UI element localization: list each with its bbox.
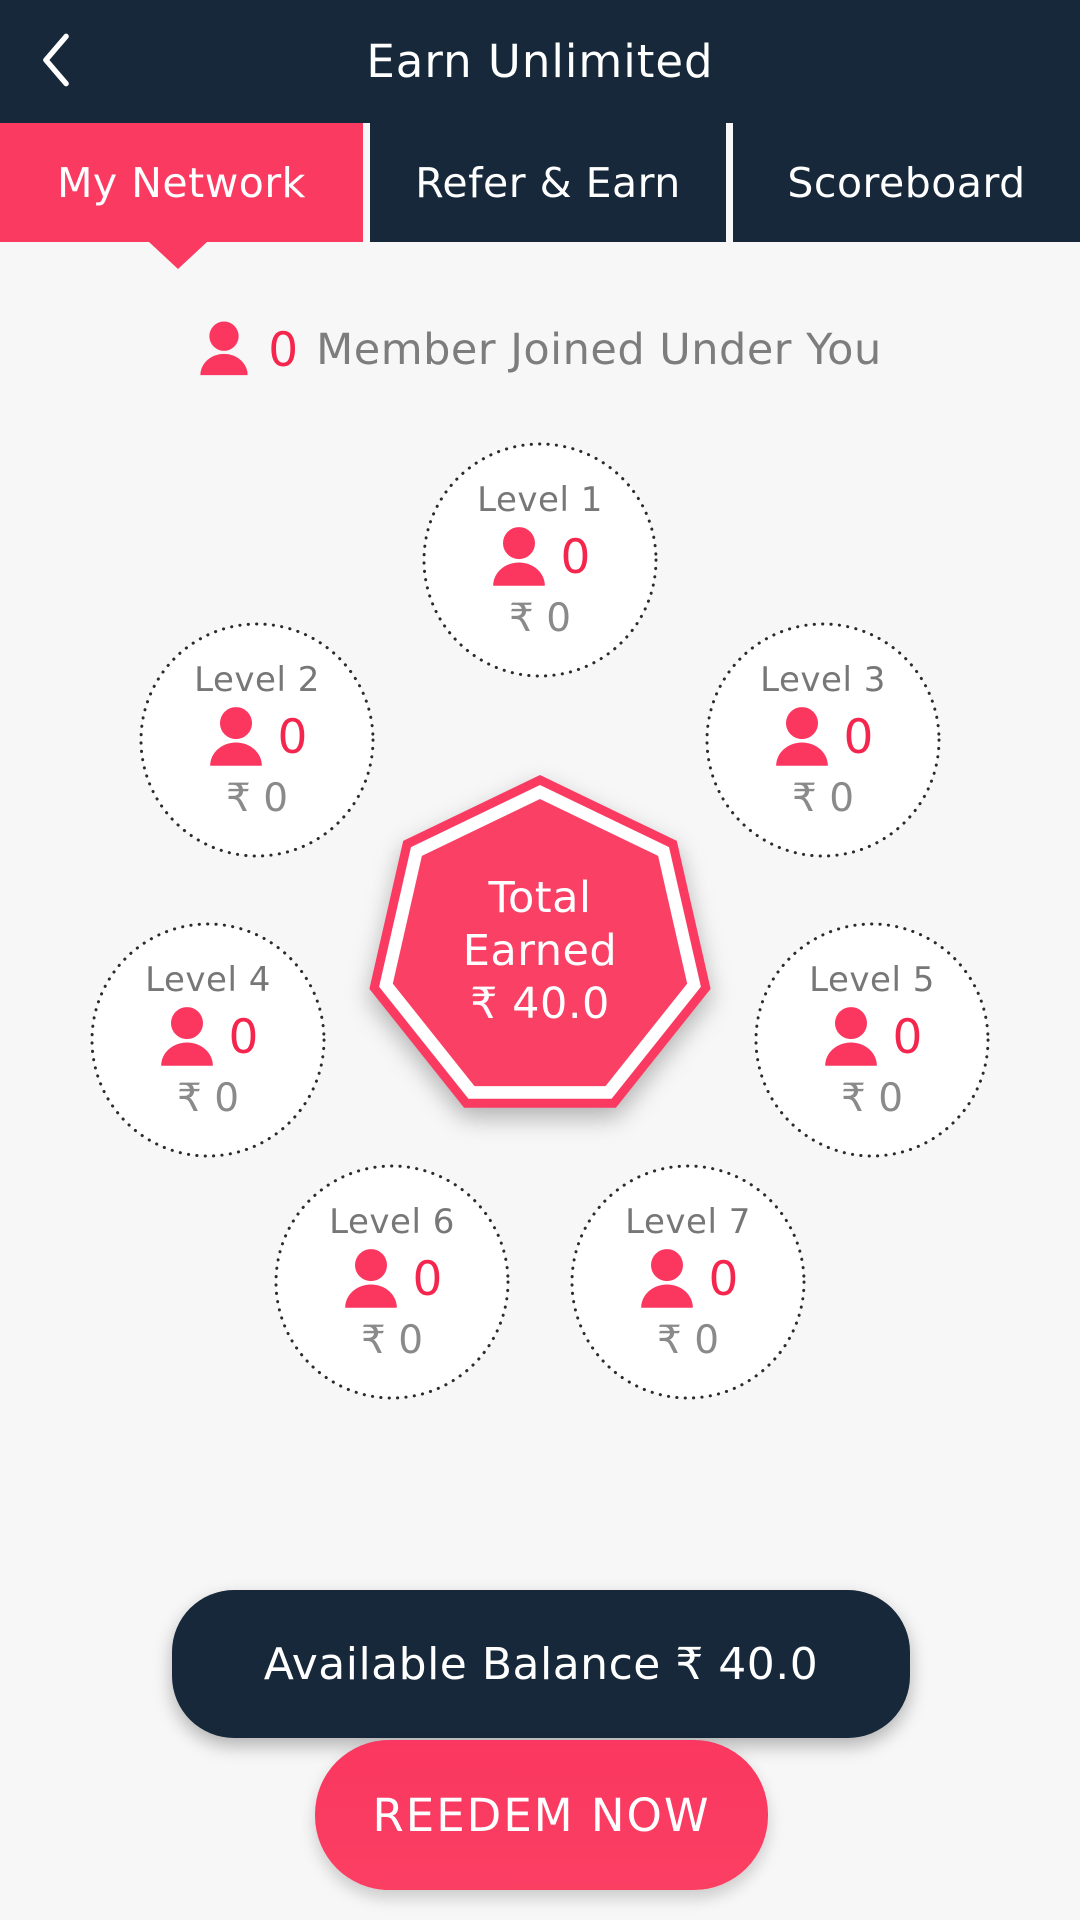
level-count: 0 xyxy=(708,1252,739,1307)
tab-my-network[interactable]: My Network xyxy=(0,123,363,242)
dotted-ring xyxy=(705,622,941,858)
level-count: 0 xyxy=(843,710,874,765)
dotted-ring xyxy=(274,1164,510,1400)
level-count: 0 xyxy=(892,1010,923,1065)
page-title: Earn Unlimited xyxy=(366,35,714,88)
level-amount: ₹ 0 xyxy=(840,1075,904,1121)
person-icon xyxy=(822,1005,880,1071)
level-circle-1: Level 1 0 ₹ 0 xyxy=(420,440,660,680)
total-earned-text: Total Earned ₹ 40.0 xyxy=(390,872,690,1031)
available-balance-pill: Available Balance ₹ 40.0 xyxy=(172,1590,910,1738)
person-icon xyxy=(207,705,265,771)
level-circle-2: Level 2 0 ₹ 0 xyxy=(137,620,377,860)
dotted-ring xyxy=(570,1164,806,1400)
total-earned-heptagon xyxy=(369,775,711,1108)
person-icon xyxy=(638,1247,696,1313)
level-amount: ₹ 0 xyxy=(176,1075,240,1121)
available-balance-label: Available Balance ₹ 40.0 xyxy=(263,1638,819,1690)
tab-label: My Network xyxy=(57,158,306,207)
level-circle-3: Level 3 0 ₹ 0 xyxy=(703,620,943,860)
dotted-ring xyxy=(754,922,990,1158)
app-header: Earn Unlimited xyxy=(0,0,1080,123)
level-label: Level 6 xyxy=(329,1201,455,1242)
level-label: Level 2 xyxy=(194,659,320,700)
level-circle-4: Level 4 0 ₹ 0 xyxy=(88,920,328,1160)
tab-label: Scoreboard xyxy=(787,158,1026,207)
person-icon xyxy=(198,319,250,381)
level-label: Level 7 xyxy=(625,1201,751,1242)
level-label: Level 5 xyxy=(809,959,935,1000)
redeem-now-button[interactable]: REEDEM NOW xyxy=(315,1740,768,1890)
level-amount: ₹ 0 xyxy=(508,595,572,641)
level-amount: ₹ 0 xyxy=(656,1317,720,1363)
level-amount: ₹ 0 xyxy=(360,1317,424,1363)
back-button[interactable] xyxy=(26,27,86,97)
person-icon xyxy=(773,705,831,771)
dotted-ring xyxy=(90,922,326,1158)
level-amount: ₹ 0 xyxy=(225,775,289,821)
tab-scoreboard[interactable]: Scoreboard xyxy=(733,123,1080,242)
total-earned-line2: Earned xyxy=(462,926,618,976)
tab-label: Refer & Earn xyxy=(415,158,681,207)
total-earned-amount: ₹ 40.0 xyxy=(470,979,610,1029)
level-count: 0 xyxy=(412,1252,443,1307)
dotted-ring xyxy=(139,622,375,858)
redeem-now-label: REEDEM NOW xyxy=(372,1788,711,1842)
person-icon xyxy=(342,1247,400,1313)
level-label: Level 4 xyxy=(145,959,271,1000)
members-label: Member Joined Under You xyxy=(316,325,882,375)
chevron-left-icon xyxy=(39,33,73,91)
level-label: Level 1 xyxy=(477,479,603,520)
level-count: 0 xyxy=(277,710,308,765)
tab-bar: My Network Refer & Earn Scoreboard xyxy=(0,123,1080,242)
level-circle-7: Level 7 0 ₹ 0 xyxy=(568,1162,808,1402)
person-icon xyxy=(490,525,548,591)
level-label: Level 3 xyxy=(760,659,886,700)
level-count: 0 xyxy=(560,530,591,585)
tab-refer-earn[interactable]: Refer & Earn xyxy=(370,123,726,242)
members-summary: 0 Member Joined Under You xyxy=(0,298,1080,402)
level-circle-5: Level 5 0 ₹ 0 xyxy=(752,920,992,1160)
total-earned-line1: Total xyxy=(488,873,592,923)
members-count: 0 xyxy=(268,322,299,378)
level-circle-6: Level 6 0 ₹ 0 xyxy=(272,1162,512,1402)
dotted-ring xyxy=(422,442,658,678)
person-icon xyxy=(158,1005,216,1071)
level-amount: ₹ 0 xyxy=(791,775,855,821)
level-count: 0 xyxy=(228,1010,259,1065)
active-tab-pointer xyxy=(149,242,207,269)
